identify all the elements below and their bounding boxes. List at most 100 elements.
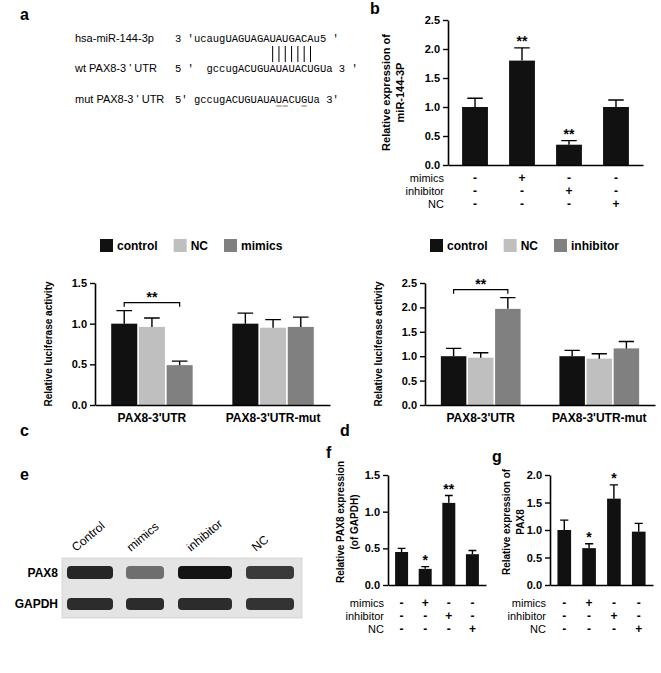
bar [557,530,571,585]
y-tick-mark [443,49,448,50]
significance-label: * [611,470,617,486]
error-bar [610,485,618,499]
pair-line [304,46,305,62]
error-bar [265,320,281,328]
bar [462,107,488,165]
legend-swatch [100,239,113,252]
error-bar [560,520,568,530]
sequence: 3 'ucaugUAGUAGAUAUGACAu5 ' [175,33,339,45]
legend-label: control [117,239,158,253]
blot-band [246,598,294,610]
error-bar [293,317,309,327]
condition-label: mimics [350,597,385,609]
bar [232,324,258,405]
mutation-underline [276,106,281,107]
bar [441,356,466,405]
condition-sign: - [447,596,451,610]
sequence: 5' gccugACUGUAUAUACUGUa 3' [175,94,339,106]
blot-band [67,598,113,610]
condition-sign: - [587,622,591,636]
blot-lane-label: NC [249,532,272,554]
y-tick-mark [443,107,448,108]
bar [466,554,479,585]
x-tick: PAX8-3'UTR-mut [226,411,321,425]
condition-sign: - [473,197,477,211]
condition-label: mimics [512,597,547,609]
error-bar [565,350,580,356]
blot-band [246,566,294,579]
blot-lane-label: Control [69,519,108,555]
x-axis-line [389,585,487,587]
y-tick-mark [90,323,95,324]
y-tick-label: 0.0 [365,579,380,591]
blot-band [178,598,232,610]
blot-panel: ePAX8GAPDHControlmimicsinhibitorNC [15,466,302,618]
bar [260,328,286,405]
blot-lane-label: inhibitor [184,517,225,555]
pair-line [272,46,273,62]
y-tick-mark [545,475,550,476]
error-bar [608,100,624,107]
y-tick-mark [420,405,425,406]
y-tick-label: 1.5 [425,72,440,84]
y-tick: 1.0 [72,318,95,330]
alignment-panel: ahsa-miR-144-3p3 'ucaugUAGUAGAUAUGACAu5 … [20,6,358,106]
y-axis-line [448,21,450,166]
y-tick-label: 0.5 [72,358,87,370]
x-axis-line [551,585,654,587]
y-tick-mark [545,557,550,558]
y-tick: 1.5 [425,72,448,84]
bar [288,327,314,405]
mutation-underline [302,106,307,107]
blot-background [62,558,302,618]
y-tick-label: 0.0 [425,159,440,171]
sequence-name: hsa-miR-144-3p [75,32,154,44]
y-tick: 0.0 [72,399,95,411]
condition-sign: - [423,622,427,636]
condition-sign: + [610,609,617,623]
y-tick-mark [383,511,388,512]
condition-sign: + [565,184,572,198]
bar-chart-panel: d0.00.51.01.52.02.5PAX8-3'UTRPAX8-3'UTR-… [340,239,656,439]
y-tick-label: 0.0 [527,579,542,591]
y-tick: 1.0 [527,524,550,536]
y-tick: 1.0 [425,101,448,113]
bar-chart-panel: c0.00.51.01.5PAX8-3'UTRPAX8-3'UTR-mutRel… [20,239,331,439]
y-tick: 1.5 [365,469,388,481]
y-tick-label: 1.0 [425,101,440,113]
y-axis-line [425,284,427,406]
condition-label: NC [368,623,384,635]
error-bar [116,311,132,324]
condition-sign: - [447,622,451,636]
marks [441,298,639,405]
bar [559,356,584,405]
y-tick-mark [383,585,388,586]
y-tick: 0.0 [425,159,448,171]
marks [395,496,479,585]
error-bar [514,48,530,61]
legend-label: NC [191,239,209,253]
condition-label: inhibitor [507,610,546,622]
condition-sign: - [612,596,616,610]
blot-band [178,566,232,579]
y-tick: 1.5 [402,326,425,338]
y-tick: 2.0 [527,469,550,481]
condition-sign: - [400,609,404,623]
y-tick: 1.0 [365,506,388,518]
y-tick-label: 0.5 [402,375,417,387]
bar [468,358,493,405]
legend: controlNCmimics [100,239,283,253]
panel-label: f [326,444,332,461]
y-tick: 0.5 [425,130,448,142]
y-tick-mark [90,364,95,365]
condition-sign: - [473,184,477,198]
bar [167,365,193,405]
condition-sign: - [562,609,566,623]
y-tick-mark [90,405,95,406]
x-tick-label: PAX8-3'UTR [118,411,187,425]
y-tick: 2.5 [402,277,425,289]
bar [582,548,596,585]
legend-swatch [224,239,237,252]
marks [557,485,645,585]
y-tick-mark [420,356,425,357]
